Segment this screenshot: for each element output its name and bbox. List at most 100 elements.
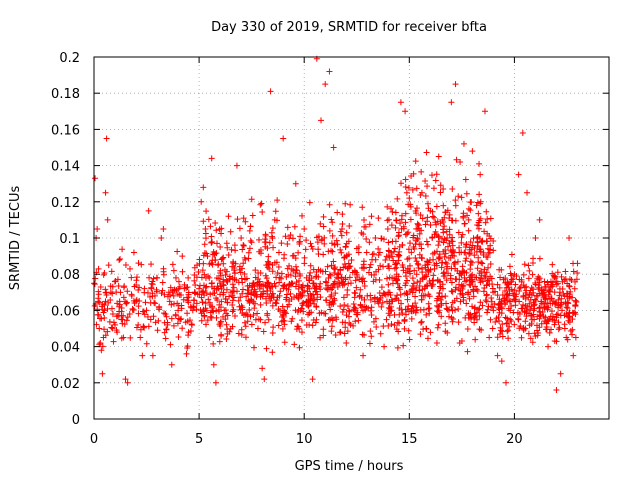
data-point — [292, 263, 299, 270]
data-point — [530, 255, 537, 262]
data-point — [469, 148, 476, 155]
data-point — [268, 229, 275, 236]
data-point — [502, 279, 509, 286]
data-point — [148, 261, 155, 268]
data-point — [572, 311, 579, 318]
data-point — [232, 247, 239, 254]
data-point — [494, 292, 501, 299]
data-point — [542, 296, 549, 303]
data-point — [248, 291, 255, 298]
data-point — [409, 302, 416, 309]
data-point — [510, 296, 517, 303]
data-point — [322, 81, 329, 88]
data-point — [242, 256, 249, 263]
data-point — [91, 281, 98, 288]
data-point — [485, 250, 492, 257]
data-point — [417, 306, 424, 313]
data-point — [213, 227, 220, 234]
data-point — [352, 290, 359, 297]
data-point — [204, 253, 211, 260]
data-point — [277, 288, 284, 295]
data-point — [469, 303, 476, 310]
data-point — [262, 272, 269, 279]
data-point — [328, 216, 335, 223]
data-point — [118, 308, 125, 315]
data-point — [479, 302, 486, 309]
data-point — [239, 246, 246, 253]
data-point — [275, 263, 282, 270]
data-point — [394, 280, 401, 287]
data-point — [506, 323, 513, 330]
data-point — [404, 296, 411, 303]
data-point — [227, 228, 234, 235]
data-point — [119, 246, 126, 253]
data-point — [99, 343, 106, 350]
data-point — [343, 229, 350, 236]
data-point — [562, 299, 569, 306]
data-point — [460, 296, 467, 303]
data-point — [396, 248, 403, 255]
data-point — [141, 285, 148, 292]
data-point — [244, 318, 251, 325]
data-point — [114, 329, 121, 336]
data-point — [200, 260, 207, 267]
data-point — [337, 303, 344, 310]
data-point — [506, 263, 513, 270]
data-point — [523, 307, 530, 314]
data-point — [402, 269, 409, 276]
data-point — [418, 318, 425, 325]
data-point — [289, 235, 296, 242]
data-point — [404, 291, 411, 298]
data-point — [184, 310, 191, 317]
data-point — [151, 299, 158, 306]
data-point — [167, 341, 174, 348]
data-point — [350, 300, 357, 307]
data-point — [213, 240, 220, 247]
data-point — [406, 255, 413, 262]
data-point — [436, 290, 443, 297]
data-point — [458, 194, 465, 201]
data-point — [423, 311, 430, 318]
data-point — [317, 286, 324, 293]
data-point — [220, 276, 227, 283]
data-point — [433, 203, 440, 210]
data-point — [422, 264, 429, 271]
data-point — [466, 244, 473, 251]
data-point — [94, 306, 101, 313]
data-point — [269, 225, 276, 232]
data-point — [459, 291, 466, 298]
data-point — [444, 235, 451, 241]
data-point — [364, 292, 371, 299]
data-point — [229, 302, 236, 309]
data-point — [270, 324, 277, 331]
data-point — [180, 296, 187, 303]
data-point — [352, 277, 359, 284]
data-point — [456, 249, 463, 256]
data-point — [276, 292, 283, 299]
data-point — [298, 305, 305, 312]
data-point — [99, 370, 106, 377]
data-point — [117, 256, 124, 263]
data-point — [398, 300, 405, 307]
data-point — [505, 335, 512, 342]
data-point — [208, 155, 215, 162]
data-point — [240, 242, 247, 249]
data-point — [482, 219, 489, 226]
data-point — [369, 251, 376, 258]
data-point — [299, 289, 306, 296]
data-point — [328, 323, 335, 330]
data-point — [434, 308, 441, 315]
data-point — [532, 281, 539, 288]
data-point — [402, 176, 409, 183]
data-point — [488, 298, 495, 305]
data-point — [203, 208, 210, 215]
data-point — [120, 334, 127, 341]
data-point — [341, 330, 348, 337]
data-point — [295, 249, 302, 256]
data-point — [222, 272, 229, 279]
data-point — [459, 263, 466, 270]
data-point — [530, 289, 537, 296]
data-point — [448, 304, 455, 311]
data-point — [213, 286, 220, 293]
data-point — [202, 225, 209, 232]
